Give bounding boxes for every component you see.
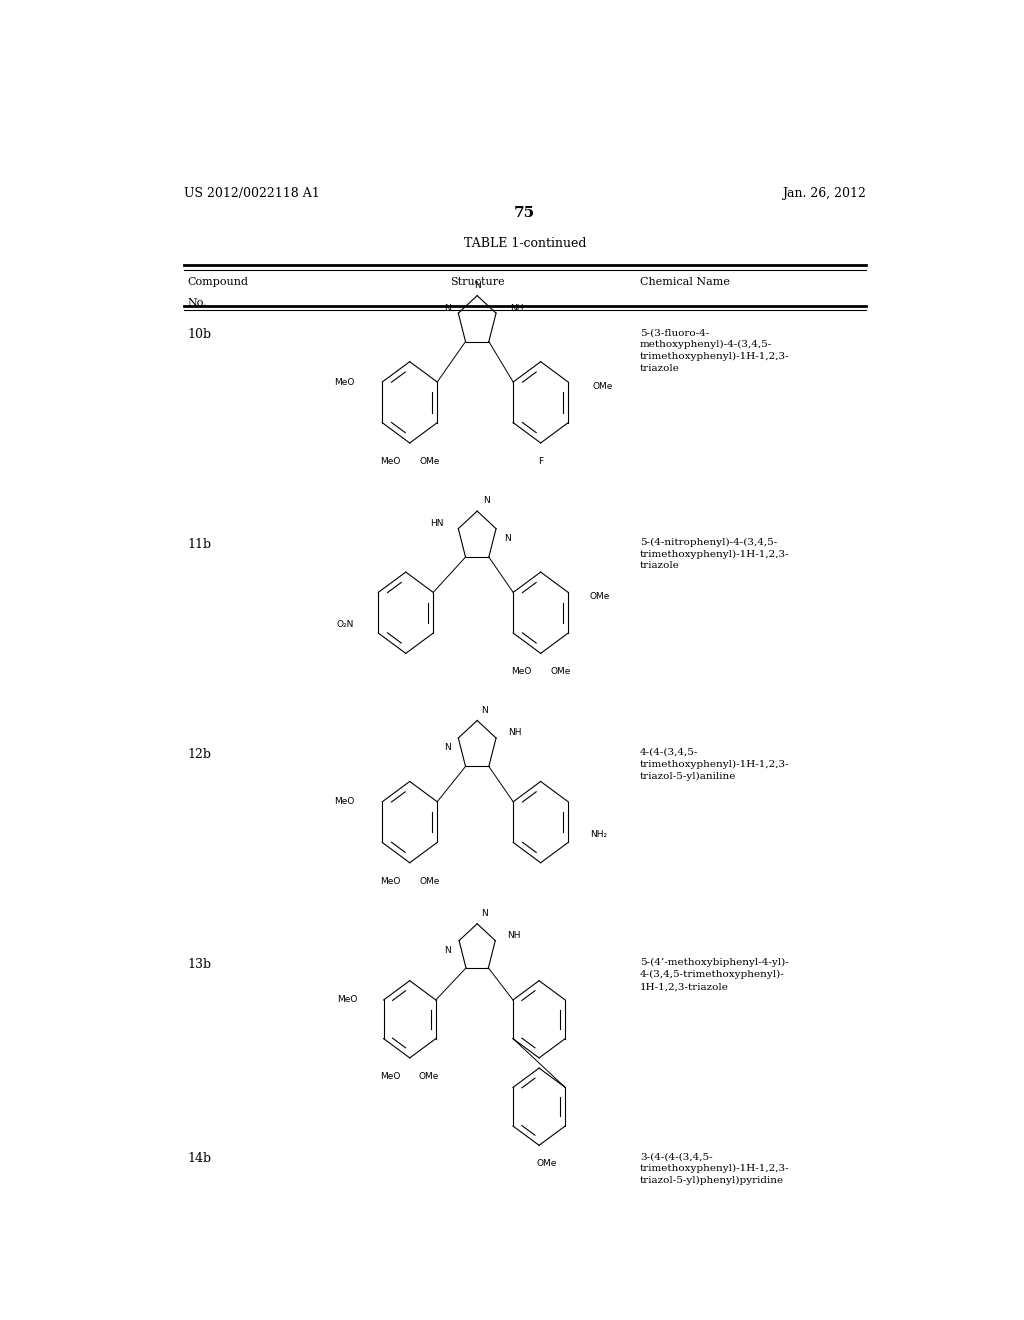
Text: N: N — [504, 533, 511, 543]
Text: N: N — [481, 909, 487, 919]
Text: US 2012/0022118 A1: US 2012/0022118 A1 — [183, 187, 319, 199]
Text: NH₂: NH₂ — [590, 830, 607, 838]
Text: 14b: 14b — [187, 1152, 212, 1166]
Text: OMe: OMe — [537, 1159, 557, 1168]
Text: OMe: OMe — [592, 381, 612, 391]
Text: OMe: OMe — [419, 457, 439, 466]
Text: 3-(4-(4-(3,4,5-
trimethoxyphenyl)-1H-1,2,3-
triazol-5-yl)phenyl)pyridine: 3-(4-(4-(3,4,5- trimethoxyphenyl)-1H-1,2… — [640, 1152, 790, 1185]
Text: 10b: 10b — [187, 329, 212, 341]
Text: NH: NH — [508, 729, 521, 738]
Text: Jan. 26, 2012: Jan. 26, 2012 — [782, 187, 866, 199]
Text: MeO: MeO — [380, 1072, 400, 1081]
Text: N: N — [443, 743, 451, 752]
Text: 13b: 13b — [187, 958, 212, 972]
Text: MeO: MeO — [337, 995, 357, 1005]
Text: 5-(4-nitrophenyl)-4-(3,4,5-
trimethoxyphenyl)-1H-1,2,3-
triazole: 5-(4-nitrophenyl)-4-(3,4,5- trimethoxyph… — [640, 537, 790, 570]
Text: No.: No. — [187, 297, 207, 308]
Text: 11b: 11b — [187, 537, 212, 550]
Text: O₂N: O₂N — [337, 620, 354, 630]
Text: NH: NH — [510, 304, 524, 313]
Text: MeO: MeO — [511, 667, 531, 676]
Text: Compound: Compound — [187, 277, 249, 288]
Text: MeO: MeO — [380, 876, 400, 886]
Text: Chemical Name: Chemical Name — [640, 277, 730, 288]
Text: N: N — [481, 706, 487, 715]
Text: OMe: OMe — [550, 667, 570, 676]
Text: TABLE 1-continued: TABLE 1-continued — [464, 236, 586, 249]
Text: 12b: 12b — [187, 748, 212, 760]
Text: N: N — [444, 945, 452, 954]
Text: 5-(3-fluoro-4-
methoxyphenyl)-4-(3,4,5-
trimethoxyphenyl)-1H-1,2,3-
triazole: 5-(3-fluoro-4- methoxyphenyl)-4-(3,4,5- … — [640, 329, 790, 372]
Text: N: N — [474, 281, 480, 290]
Text: 5-(4’-methoxybiphenyl-4-yl)-
4-(3,4,5-trimethoxyphenyl)-
1H-1,2,3-triazole: 5-(4’-methoxybiphenyl-4-yl)- 4-(3,4,5-tr… — [640, 958, 788, 991]
Text: NH: NH — [507, 931, 520, 940]
Text: HN: HN — [430, 519, 444, 528]
Text: 75: 75 — [514, 206, 536, 220]
Text: N: N — [483, 496, 490, 506]
Text: OMe: OMe — [590, 591, 610, 601]
Text: F: F — [538, 457, 544, 466]
Text: MeO: MeO — [380, 457, 400, 466]
Text: N: N — [443, 304, 451, 313]
Text: OMe: OMe — [419, 876, 439, 886]
Text: OMe: OMe — [419, 1072, 439, 1081]
Text: MeO: MeO — [334, 378, 354, 387]
Text: MeO: MeO — [334, 797, 354, 807]
Text: 4-(4-(3,4,5-
trimethoxyphenyl)-1H-1,2,3-
triazol-5-yl)aniline: 4-(4-(3,4,5- trimethoxyphenyl)-1H-1,2,3-… — [640, 748, 790, 781]
Text: Structure: Structure — [450, 277, 505, 288]
